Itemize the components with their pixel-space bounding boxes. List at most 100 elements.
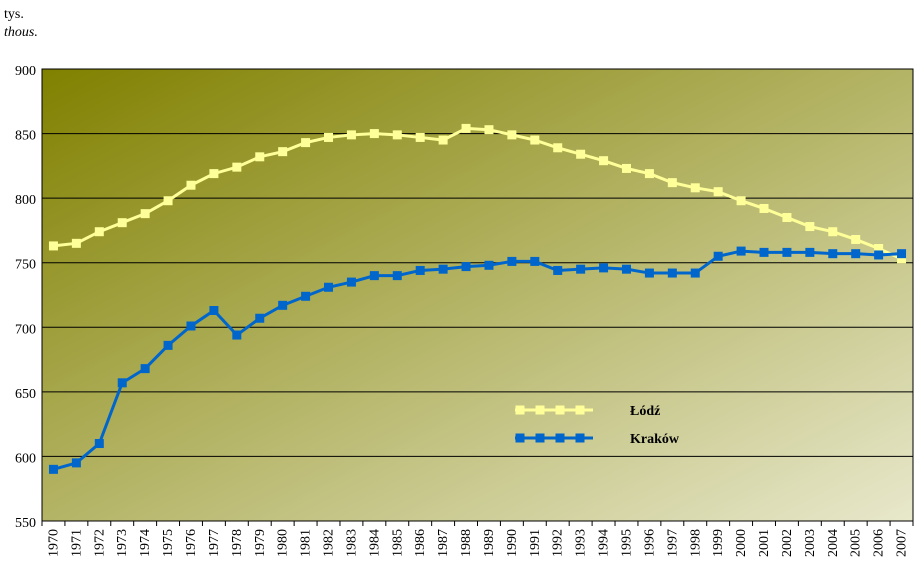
x-tick-label: 1977 <box>207 529 222 557</box>
marker <box>782 213 792 223</box>
marker <box>392 130 402 140</box>
marker <box>163 196 173 206</box>
x-tick-label: 1979 <box>253 529 268 557</box>
y-tick-label: 850 <box>15 129 36 144</box>
marker <box>530 135 540 145</box>
marker <box>324 132 334 142</box>
marker <box>346 277 356 287</box>
x-tick-label: 2001 <box>757 529 772 557</box>
marker <box>736 196 746 206</box>
marker <box>828 249 838 259</box>
marker <box>507 256 517 266</box>
legend-marker <box>555 405 565 415</box>
marker <box>576 264 586 274</box>
x-tick-label: 1980 <box>276 529 291 557</box>
y-tick-label: 800 <box>15 193 36 208</box>
x-tick-label: 1976 <box>184 529 199 557</box>
x-tick-label: 1987 <box>436 529 451 557</box>
y-tick-label: 650 <box>15 387 36 402</box>
x-tick-label: 1984 <box>367 529 382 557</box>
x-tick-label: 1990 <box>505 529 520 557</box>
marker <box>667 178 677 188</box>
marker <box>301 138 311 148</box>
x-tick-label: 1989 <box>482 529 497 557</box>
marker <box>255 313 265 323</box>
marker <box>759 247 769 257</box>
marker <box>369 129 379 139</box>
marker <box>644 169 654 179</box>
x-tick-label: 1982 <box>322 529 337 557</box>
marker <box>667 268 677 278</box>
marker <box>530 256 540 266</box>
x-tick-label: 1997 <box>665 529 680 557</box>
unit-label: tys. <box>4 7 24 22</box>
marker <box>209 169 219 179</box>
x-tick-label: 1992 <box>551 529 566 557</box>
x-tick-label: 2006 <box>872 529 887 557</box>
marker <box>599 263 609 273</box>
marker <box>392 271 402 281</box>
x-tick-label: 1985 <box>390 529 405 557</box>
marker <box>232 330 242 340</box>
x-tick-label: 1996 <box>642 529 657 557</box>
x-tick-label: 1998 <box>688 529 703 557</box>
plot-area <box>41 68 914 522</box>
legend-marker <box>535 405 545 415</box>
x-tick-label: 1991 <box>528 529 543 557</box>
x-tick-label: 2005 <box>849 529 864 557</box>
marker <box>117 218 127 228</box>
x-tick-label: 1973 <box>115 529 130 557</box>
x-tick-label: 1993 <box>574 529 589 557</box>
x-tick-label: 1994 <box>597 529 612 557</box>
marker <box>461 123 471 133</box>
x-tick-label: 1988 <box>459 529 474 557</box>
marker <box>507 130 517 140</box>
y-tick-label: 700 <box>15 322 36 337</box>
legend-label: Kraków <box>630 432 680 447</box>
marker <box>324 282 334 292</box>
x-tick-label: 1983 <box>344 529 359 557</box>
x-tick-label: 2002 <box>780 529 795 557</box>
x-tick-label: 1986 <box>413 529 428 557</box>
y-tick-label: 900 <box>15 64 36 79</box>
marker <box>828 227 838 237</box>
legend-marker <box>575 405 585 415</box>
marker <box>713 187 723 197</box>
marker <box>874 250 884 260</box>
x-tick-label: 2004 <box>826 529 841 557</box>
marker <box>897 254 907 264</box>
legend-label: Łódź <box>630 404 660 419</box>
marker <box>690 268 700 278</box>
marker <box>415 132 425 142</box>
marker <box>553 265 563 275</box>
marker <box>438 264 448 274</box>
marker <box>94 439 104 449</box>
marker <box>186 321 196 331</box>
marker <box>782 247 792 257</box>
marker <box>553 143 563 153</box>
marker <box>140 209 150 219</box>
marker <box>736 246 746 256</box>
marker <box>713 251 723 261</box>
marker <box>484 260 494 270</box>
marker <box>874 244 884 254</box>
legend-marker <box>515 433 525 443</box>
x-tick-label: 1999 <box>711 529 726 557</box>
marker <box>461 262 471 272</box>
x-tick-label: 2003 <box>803 529 818 557</box>
marker <box>690 183 700 193</box>
x-tick-label: 1978 <box>230 529 245 557</box>
marker <box>805 247 815 257</box>
x-tick-label: 1995 <box>619 529 634 557</box>
marker <box>484 125 494 135</box>
marker <box>278 147 288 157</box>
x-tick-label: 2007 <box>895 529 910 557</box>
marker <box>346 130 356 140</box>
marker <box>71 238 81 248</box>
marker <box>621 163 631 173</box>
legend-marker <box>555 433 565 443</box>
legend-marker <box>535 433 545 443</box>
legend-marker <box>515 405 525 415</box>
marker <box>415 265 425 275</box>
